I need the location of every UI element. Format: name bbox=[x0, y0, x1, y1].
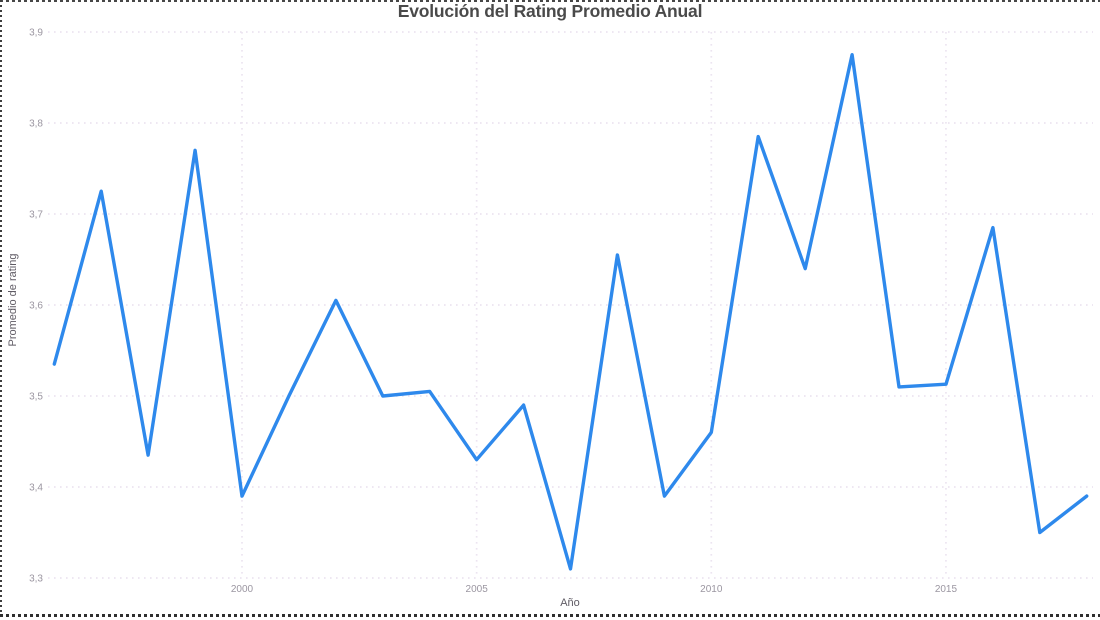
focus-border-top bbox=[0, 0, 1100, 2]
focus-border-left bbox=[0, 0, 2, 612]
y-tick-label: 3,8 bbox=[29, 119, 43, 130]
x-axis-title: Año bbox=[560, 597, 580, 609]
y-axis-title: Promedio de rating bbox=[7, 253, 19, 347]
x-tick-label: 2000 bbox=[231, 584, 254, 595]
y-tick-label: 3,5 bbox=[29, 392, 43, 403]
y-tick-label: 3,9 bbox=[29, 28, 43, 39]
x-tick-label: 2005 bbox=[466, 584, 489, 595]
y-tick-label: 3,4 bbox=[29, 483, 43, 494]
focus-border-bottom bbox=[0, 614, 1100, 617]
x-tick-label: 2010 bbox=[700, 584, 723, 595]
rating-trend-line[interactable] bbox=[52, 53, 1089, 571]
y-tick-label: 3,7 bbox=[29, 210, 43, 221]
y-tick-label: 3,6 bbox=[29, 301, 43, 312]
chart-title: Evolución del Rating Promedio Anual bbox=[397, 1, 703, 21]
y-tick-label: 3,3 bbox=[29, 574, 43, 585]
x-tick-label: 2015 bbox=[935, 584, 958, 595]
